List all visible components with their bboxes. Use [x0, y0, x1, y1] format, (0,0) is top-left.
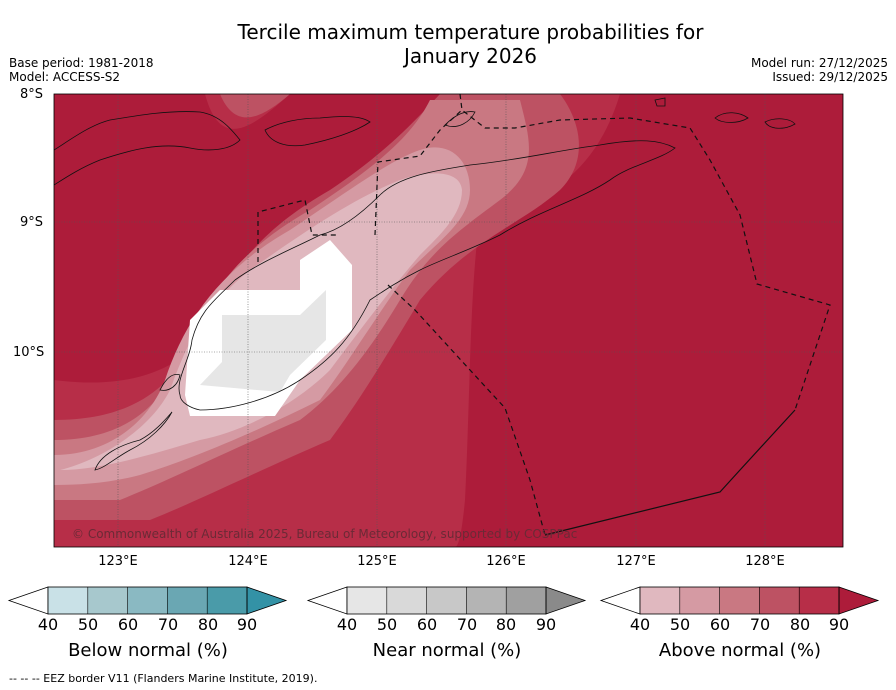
colorbar-below-swatch	[127, 587, 168, 614]
colorbar-near-min-extension	[306, 586, 348, 615]
near-tick: 80	[495, 615, 517, 634]
colorbar-below-max-extension	[246, 586, 288, 615]
below-tick: 70	[157, 615, 179, 634]
above-normal-label: Above normal (%)	[658, 640, 822, 661]
above-tick: 40	[629, 615, 651, 634]
lon-label-124e: 124°E	[228, 554, 268, 569]
issued-date: Issued: 29/12/2025	[772, 70, 888, 84]
colorbar-above-outline	[639, 586, 840, 615]
above-tick: 50	[669, 615, 691, 634]
near-tick: 90	[535, 615, 557, 634]
near-normal-label: Near normal (%)	[372, 640, 522, 661]
colorbar-above-min-extension	[599, 586, 641, 615]
colorbar-near-swatch	[347, 587, 388, 614]
map-frame	[53, 93, 844, 548]
colorbar-near-max-extension	[545, 586, 587, 615]
below-tick: 40	[37, 615, 59, 634]
colorbar-below-min-extension	[7, 586, 49, 615]
colorbar-below-swatch	[48, 587, 89, 614]
title-line-2: January 2026	[403, 44, 538, 68]
lon-label-127e: 127°E	[616, 554, 656, 569]
near-tick: 70	[456, 615, 478, 634]
footnote-eez: -- -- -- EEZ border V11 (Flanders Marine…	[9, 672, 318, 685]
colorbar-above-swatch	[640, 587, 681, 614]
colorbar-below-swatch	[87, 587, 129, 614]
lon-label-123e: 123°E	[98, 554, 138, 569]
above-tick: 90	[828, 615, 850, 634]
colorbar-above-swatch	[759, 587, 800, 614]
lon-label-126e: 126°E	[486, 554, 526, 569]
below-tick: 90	[236, 615, 258, 634]
colorbar-below-swatch	[167, 587, 208, 614]
base-period: Base period: 1981-2018	[9, 56, 154, 70]
map-area: © Commonwealth of Australia 2025, Bureau…	[54, 94, 843, 547]
lon-label-128e: 128°E	[745, 554, 785, 569]
lon-label-125e: 125°E	[357, 554, 397, 569]
model-run: Model run: 27/12/2025	[750, 56, 888, 70]
meta-left: Base period: 1981-2018 Model: ACCESS-S2	[9, 56, 154, 84]
meta-right: Model run: 27/12/2025 Issued: 29/12/2025	[751, 56, 888, 84]
above-tick: 60	[709, 615, 731, 634]
below-normal-label: Below normal (%)	[68, 640, 228, 661]
colorbar-above-swatches	[599, 586, 880, 615]
near-tick: 40	[336, 615, 358, 634]
above-tick: 80	[789, 615, 811, 634]
colorbar-near-outline	[346, 586, 547, 615]
near-normal-40-region	[200, 290, 326, 392]
lat-label-9s: 9°S	[20, 215, 44, 230]
colorbar-above-swatch	[679, 587, 721, 614]
colorbar-near-swatch	[426, 587, 467, 614]
near-tick: 60	[416, 615, 438, 634]
colorbar-below-outline	[47, 586, 248, 615]
colorbar-above-max-extension	[838, 586, 880, 615]
colorbars	[7, 586, 880, 615]
maritime-boundary	[544, 409, 796, 536]
colorbar-below-swatch	[207, 587, 248, 614]
model-name: Model: ACCESS-S2	[9, 70, 121, 84]
near-tick: 50	[376, 615, 398, 634]
colorbar-above-swatch	[799, 587, 840, 614]
lat-label-8s: 8°S	[20, 87, 44, 102]
colorbar-below-swatches	[7, 586, 288, 615]
colorbar-near-swatch	[386, 587, 428, 614]
colorbar-near-swatch	[506, 587, 547, 614]
lat-label-10s: 10°S	[13, 345, 45, 360]
below-tick: 60	[117, 615, 139, 634]
colorbar-above-swatch	[719, 587, 760, 614]
above-tick: 70	[749, 615, 771, 634]
graticule	[54, 94, 843, 547]
colorbar-near-swatch	[466, 587, 507, 614]
coastlines	[54, 97, 796, 471]
copyright-notice: © Commonwealth of Australia 2025, Bureau…	[72, 527, 577, 541]
title-line-1: Tercile maximum temperature probabilitie…	[237, 20, 704, 44]
map-title: Tercile maximum temperature probabilitie…	[0, 20, 896, 68]
eez-border	[257, 94, 831, 536]
below-tick: 80	[197, 615, 219, 634]
above-70-region-north	[220, 94, 290, 118]
below-tick: 50	[77, 615, 99, 634]
colorbar-near-swatches	[306, 586, 587, 615]
